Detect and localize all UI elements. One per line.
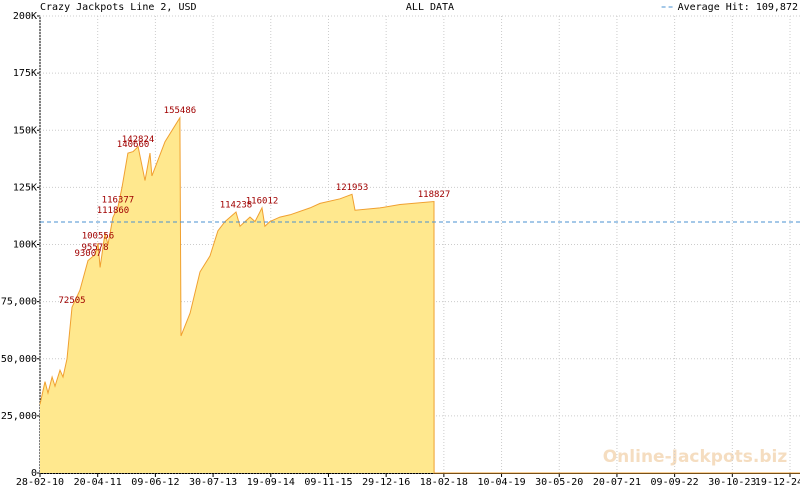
line xyxy=(39,115,800,474)
data-label: 155486 xyxy=(164,106,197,116)
x-tick-label: 30-07-13 xyxy=(189,477,237,488)
data-label: 116377 xyxy=(102,196,135,206)
y-tick-label: 125K xyxy=(13,182,37,193)
data-label: 116012 xyxy=(246,196,279,206)
y-tick-label: 50,000 xyxy=(1,354,37,365)
data-label: 142824 xyxy=(122,135,155,145)
data-label: 118827 xyxy=(418,190,451,200)
y-tick-label: 75,000 xyxy=(1,297,37,308)
x-tick-label: 20-07-21 xyxy=(593,477,641,488)
x-tick-label: 09-11-15 xyxy=(304,477,352,488)
data-label: 111860 xyxy=(97,206,130,216)
y-tick-label: 25,000 xyxy=(1,411,37,422)
chart-subtitle: ALL DATA xyxy=(406,2,454,13)
x-tick-label: 19-09-14 xyxy=(247,477,295,488)
chart-title: Crazy Jackpots Line 2, USD xyxy=(40,2,197,13)
y-tick-label: 100K xyxy=(13,240,37,251)
y-tick-label: 200K xyxy=(13,11,37,22)
x-tick-label: 20-04-11 xyxy=(74,477,122,488)
data-label: 121953 xyxy=(336,183,369,193)
data-label: 93007 xyxy=(74,249,101,259)
x-tick-label: 19-12-24 xyxy=(755,477,800,488)
x-tick-label: 18-02-18 xyxy=(420,477,468,488)
watermark: Online-Jackpots.biz xyxy=(603,447,788,467)
y-tick-label: 175K xyxy=(13,68,37,79)
area xyxy=(40,117,800,473)
x-tick-label: 10-04-19 xyxy=(477,477,525,488)
legend-label: Average Hit: 109,872 xyxy=(678,2,798,13)
x-tick-label: 09-09-22 xyxy=(651,477,699,488)
y-tick-label: 150K xyxy=(13,125,37,136)
data-label: 140660 xyxy=(117,140,150,150)
data-label: 114238 xyxy=(220,200,253,210)
x-tick-label: 09-06-12 xyxy=(131,477,179,488)
data-label: 72505 xyxy=(58,296,85,306)
x-tick-label: 29-12-16 xyxy=(362,477,410,488)
x-tick-label: 30-05-20 xyxy=(535,477,583,488)
data-label: 95578 xyxy=(82,243,109,253)
y-tick-label: 0 xyxy=(31,468,37,479)
x-tick-label: 30-10-23 xyxy=(708,477,756,488)
x-tick-label: 28-02-10 xyxy=(16,477,64,488)
data-label: 100556 xyxy=(82,232,115,242)
